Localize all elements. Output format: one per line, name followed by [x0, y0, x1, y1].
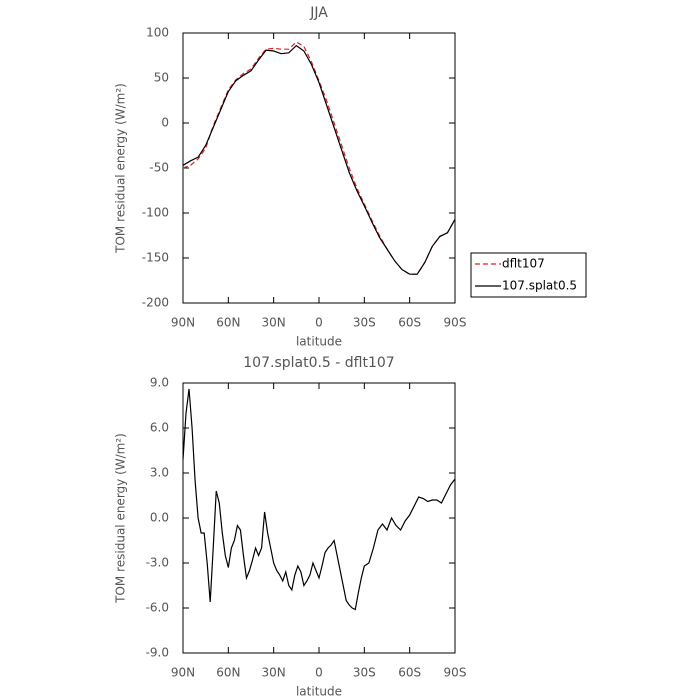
data-line [182, 41, 456, 275]
x-tick-label: 0 [315, 316, 323, 330]
legend-box [470, 252, 587, 298]
legend-label: 107.splat0.5 [502, 279, 577, 293]
x-tick-label: 90N [171, 666, 195, 680]
x-tick-label: 60S [398, 666, 421, 680]
x-tick-label: 30N [262, 666, 286, 680]
x-tick-label: 0 [315, 666, 323, 680]
y-tick-label: -150 [142, 251, 169, 265]
data-line [182, 44, 456, 275]
data-line [182, 388, 456, 611]
plot-frame [182, 32, 456, 304]
x-tick-label: 30N [262, 316, 286, 330]
legend: dflt107 107.splat0.5 [470, 252, 587, 298]
x-tick-label: 60N [216, 316, 240, 330]
y-tick-label: 3.0 [150, 466, 169, 480]
y-tick-label: 9.0 [150, 376, 169, 390]
x-tick-label: 60S [398, 316, 421, 330]
x-tick-label: 90N [171, 316, 195, 330]
y-tick-label: 100 [146, 26, 169, 40]
y-tick-label: -50 [149, 161, 169, 175]
legend-label: dflt107 [502, 257, 545, 271]
x-axis-label: latitude [296, 685, 342, 699]
plot-frame [182, 382, 456, 654]
y-tick-label: -9.0 [146, 646, 169, 660]
x-tick-label: 30S [353, 666, 376, 680]
x-tick-label: 30S [353, 316, 376, 330]
y-tick-label: 50 [154, 71, 169, 85]
y-axis-label: TOM residual energy (W/m²) [114, 83, 128, 254]
y-tick-label: -3.0 [146, 556, 169, 570]
x-tick-label: 60N [216, 666, 240, 680]
y-tick-label: -6.0 [146, 601, 169, 615]
x-axis-label: latitude [296, 335, 342, 349]
chart-title: 107.splat0.5 - dflt107 [243, 355, 394, 371]
y-tick-label: -100 [142, 206, 169, 220]
y-tick-label: 0 [161, 116, 169, 130]
y-tick-label: 0.0 [150, 511, 169, 525]
x-tick-label: 90S [444, 316, 467, 330]
chart-title: JJA [309, 5, 328, 21]
x-tick-label: 90S [444, 666, 467, 680]
y-tick-label: -200 [142, 296, 169, 310]
y-axis-label: TOM residual energy (W/m²) [114, 433, 128, 604]
y-tick-label: 6.0 [150, 421, 169, 435]
